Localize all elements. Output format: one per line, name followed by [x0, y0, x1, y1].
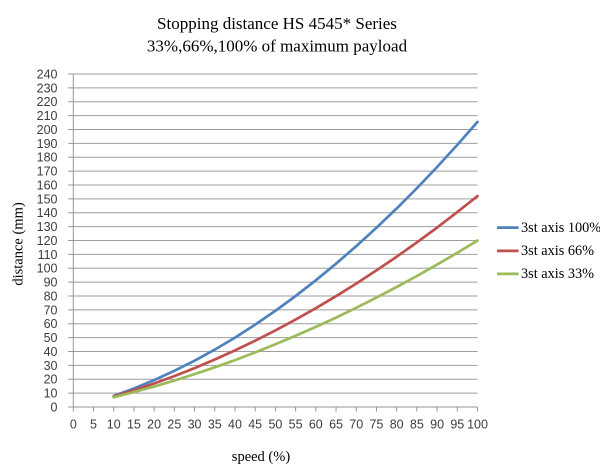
- svg-text:95: 95: [450, 417, 464, 431]
- svg-text:10: 10: [44, 387, 58, 401]
- svg-text:45: 45: [248, 417, 262, 431]
- svg-text:35: 35: [208, 417, 222, 431]
- svg-text:220: 220: [37, 95, 58, 109]
- svg-text:3st axis 100%: 3st axis 100%: [521, 220, 600, 236]
- svg-text:60: 60: [309, 417, 323, 431]
- svg-text:190: 190: [37, 137, 58, 151]
- svg-text:10: 10: [107, 417, 121, 431]
- svg-text:90: 90: [44, 276, 58, 290]
- svg-text:80: 80: [390, 417, 404, 431]
- svg-text:distance (mm): distance (mm): [11, 202, 27, 286]
- svg-text:0: 0: [51, 400, 58, 414]
- svg-text:70: 70: [44, 303, 58, 317]
- svg-text:200: 200: [37, 123, 58, 137]
- svg-text:5: 5: [90, 417, 97, 431]
- svg-text:30: 30: [188, 417, 202, 431]
- svg-text:100: 100: [467, 417, 488, 431]
- svg-text:3st axis 33%: 3st axis 33%: [521, 266, 594, 282]
- svg-text:25: 25: [167, 417, 181, 431]
- svg-text:160: 160: [37, 178, 58, 192]
- svg-text:120: 120: [37, 234, 58, 248]
- svg-text:60: 60: [44, 317, 58, 331]
- svg-text:85: 85: [410, 417, 424, 431]
- svg-text:65: 65: [329, 417, 343, 431]
- svg-text:Stopping distance HS 4545* Ser: Stopping distance HS 4545* Series: [157, 14, 397, 33]
- svg-text:170: 170: [37, 165, 58, 179]
- svg-text:55: 55: [289, 417, 303, 431]
- svg-text:50: 50: [268, 417, 282, 431]
- svg-text:20: 20: [44, 373, 58, 387]
- svg-text:30: 30: [44, 359, 58, 373]
- svg-text:20: 20: [147, 417, 161, 431]
- svg-text:80: 80: [44, 289, 58, 303]
- svg-text:33%,66%,100% of maximum payloa: 33%,66%,100% of maximum payload: [147, 37, 408, 56]
- svg-text:15: 15: [127, 417, 141, 431]
- svg-text:240: 240: [37, 67, 58, 81]
- svg-text:speed (%): speed (%): [232, 449, 291, 465]
- svg-text:140: 140: [37, 206, 58, 220]
- svg-text:40: 40: [44, 345, 58, 359]
- svg-text:180: 180: [37, 151, 58, 165]
- svg-text:110: 110: [38, 248, 58, 262]
- svg-text:130: 130: [37, 220, 58, 234]
- svg-text:70: 70: [349, 417, 363, 431]
- svg-text:100: 100: [37, 262, 58, 276]
- svg-text:75: 75: [369, 417, 383, 431]
- svg-text:230: 230: [37, 81, 58, 95]
- svg-text:40: 40: [228, 417, 242, 431]
- svg-text:150: 150: [37, 192, 58, 206]
- svg-text:50: 50: [44, 331, 58, 345]
- svg-text:210: 210: [37, 109, 58, 123]
- svg-text:0: 0: [70, 417, 77, 431]
- svg-text:3st axis 66%: 3st axis 66%: [521, 243, 594, 259]
- svg-text:90: 90: [430, 417, 444, 431]
